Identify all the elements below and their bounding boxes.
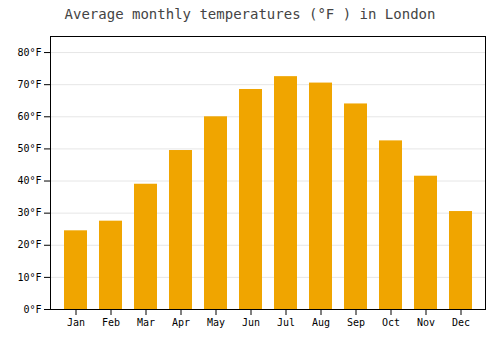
svg-text:Sep: Sep [347, 317, 365, 328]
svg-text:40°F: 40°F [17, 175, 41, 186]
svg-text:Apr: Apr [172, 317, 190, 328]
svg-text:May: May [207, 317, 225, 328]
svg-text:Dec: Dec [452, 317, 470, 328]
svg-text:0°F: 0°F [23, 304, 41, 315]
svg-text:Feb: Feb [102, 317, 120, 328]
svg-text:20°F: 20°F [17, 239, 41, 250]
svg-text:10°F: 10°F [17, 272, 41, 283]
svg-text:70°F: 70°F [17, 79, 41, 90]
svg-text:50°F: 50°F [17, 143, 41, 154]
html-text:Average monthly temperatures (: Average monthly temperatures (°F ) in Lo… [64, 6, 436, 22]
svg-text:Jun: Jun [242, 317, 260, 328]
svg-text:Mar: Mar [137, 317, 155, 328]
svg-text:Jul: Jul [277, 317, 295, 328]
svg-text:30°F: 30°F [17, 207, 41, 218]
svg-text:60°F: 60°F [17, 111, 41, 122]
svg-text:Jan: Jan [67, 317, 85, 328]
svg-text:Oct: Oct [382, 317, 400, 328]
svg-text:Aug: Aug [312, 317, 330, 328]
svg-text:80°F: 80°F [17, 47, 41, 58]
svg-text:Nov: Nov [417, 317, 435, 328]
